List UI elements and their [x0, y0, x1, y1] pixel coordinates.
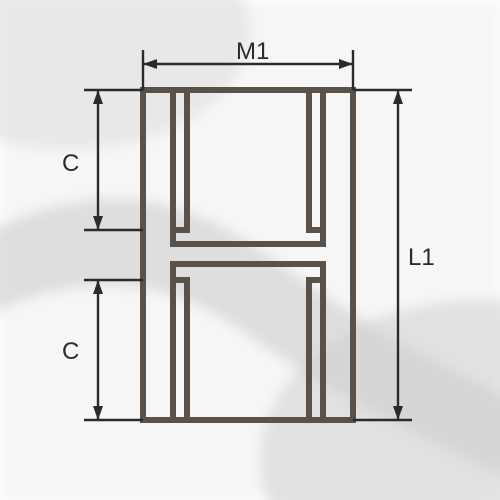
dim-label-l1: L1	[408, 244, 435, 272]
dim-label-c-bot: C	[62, 338, 79, 366]
diagram-stage: { "canvas": { "width": 500, "height": 50…	[0, 0, 500, 500]
dim-label-m1: M1	[236, 38, 269, 66]
dim-label-c-top: C	[62, 150, 79, 178]
